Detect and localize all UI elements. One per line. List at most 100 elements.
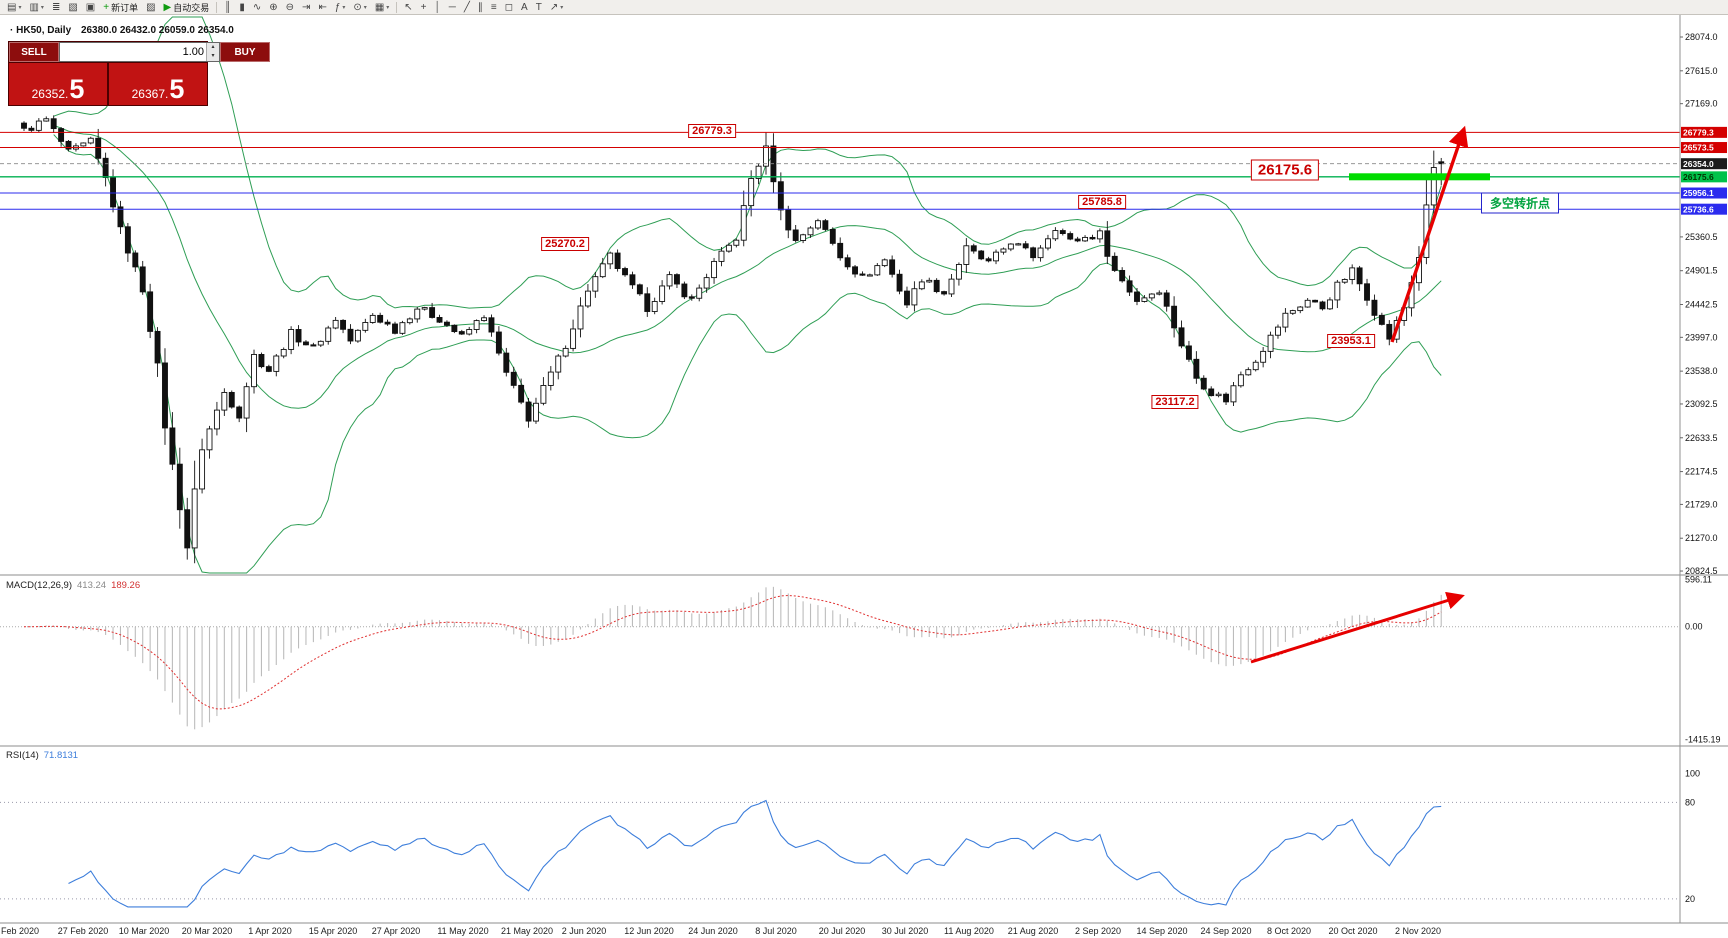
date-label: 15 Apr 2020 xyxy=(309,926,358,936)
auto-trading-label: 自动交易 xyxy=(173,2,210,13)
navigator-button[interactable]: ▧ xyxy=(64,0,81,15)
chart-canvas[interactable]: 28074.0 27615.0 27169.0 25360.5 24901.5 24442… xyxy=(0,15,1728,938)
chart-title-marker: · xyxy=(10,25,14,36)
axis-price-label-box xyxy=(1681,126,1727,138)
date-label: 12 Jun 2020 xyxy=(624,926,674,936)
axis-price-label: 26175.6 xyxy=(1683,172,1714,182)
trendline-button[interactable]: ╱ xyxy=(460,0,474,15)
volume-spinner: ▴ ▾ xyxy=(206,43,219,61)
sell-price[interactable]: 26352 . 5 xyxy=(9,63,107,105)
text-icon: A xyxy=(521,1,528,13)
equidistant-channel-button[interactable]: ∥ xyxy=(474,0,487,15)
line-chart-type-button[interactable]: ∿ xyxy=(249,0,265,15)
bollinger-upper-band[interactable] xyxy=(53,16,1442,309)
fibonacci-icon: ≡ xyxy=(490,1,497,13)
indicators-caret-icon: ▾ xyxy=(342,4,346,11)
toolbar-separator xyxy=(216,1,218,13)
trendline-icon: ╱ xyxy=(463,1,470,13)
auto-trading-button[interactable]: ▶ 自动交易 xyxy=(160,0,214,15)
shapes-button[interactable]: ◻ xyxy=(501,0,517,15)
templates-button[interactable]: ▦ ▾ xyxy=(371,0,393,15)
buy-price-big: 5 xyxy=(169,74,185,104)
profiles-button[interactable]: ▥ ▾ xyxy=(25,0,47,15)
chart-shift-button[interactable]: ⇤ xyxy=(314,0,330,15)
volume-down-button[interactable]: ▾ xyxy=(207,52,219,61)
metaeditor-icon: ▨ xyxy=(146,1,156,13)
price-axis-tick: 28074.0 xyxy=(1685,32,1718,42)
market-watch-button[interactable]: ≣ xyxy=(48,0,64,15)
date-label: 11 Aug 2020 xyxy=(944,926,994,936)
date-label: 30 Jul 2020 xyxy=(882,926,929,936)
price-callout-23117-2[interactable]: 23117.2 xyxy=(1151,395,1199,409)
date-label: 8 Jul 2020 xyxy=(755,926,797,936)
date-label: 2 Sep 2020 xyxy=(1075,926,1121,936)
arrows-tool-caret-icon: ▾ xyxy=(560,4,564,11)
date-label: 2 Nov 2020 xyxy=(1395,926,1441,936)
chart-ohlc: 26380.0 26432.0 26059.0 26354.0 xyxy=(80,25,234,36)
axis-price-label-box xyxy=(1681,203,1727,215)
zoom-in-button[interactable]: ⊕ xyxy=(265,0,281,15)
price-axis-tick: 21729.0 xyxy=(1685,499,1718,509)
rsi-axis-tick: 20 xyxy=(1685,894,1695,904)
crosshair-button[interactable]: + xyxy=(417,0,431,15)
horizontal-line-button[interactable]: ─ xyxy=(445,0,460,15)
buy-price[interactable]: 26367 . 5 xyxy=(109,63,207,105)
cursor-button[interactable]: ↖ xyxy=(400,0,416,15)
axis-price-label-box xyxy=(1681,142,1727,154)
rsi-axis-tick: 100 xyxy=(1685,768,1700,778)
candles-chart-type-button[interactable]: ▮ xyxy=(235,0,249,15)
axis-price-label-box xyxy=(1681,171,1727,183)
date-label: 20 Mar 2020 xyxy=(182,926,233,936)
price-callout-26779-3[interactable]: 26779.3 xyxy=(688,124,736,138)
zoom-out-button[interactable]: ⊖ xyxy=(282,0,298,15)
price-callout-25270-2[interactable]: 25270.2 xyxy=(541,237,589,251)
volume-field-wrap: ▴ ▾ xyxy=(59,42,220,62)
rsi-line xyxy=(68,799,1442,908)
periods-caret-icon: ▾ xyxy=(363,4,367,11)
volume-up-button[interactable]: ▴ xyxy=(207,43,219,52)
date-label: 14 Sep 2020 xyxy=(1136,926,1187,936)
indicators-button[interactable]: ƒ ▾ xyxy=(331,0,350,15)
price-axis-tick: 24442.5 xyxy=(1685,300,1718,310)
price-axis-tick: 24901.5 xyxy=(1685,266,1718,276)
metaeditor-button[interactable]: ▨ xyxy=(142,0,159,15)
price-callout-26175-6[interactable]: 26175.6 xyxy=(1250,159,1320,181)
price-callout-25785-8[interactable]: 25785.8 xyxy=(1078,195,1126,209)
text-label-button[interactable]: T xyxy=(532,0,546,15)
date-axis: Feb 2020 27 Feb 2020 10 Mar 2020 20 Mar 202… xyxy=(1,926,1441,936)
equidistant-channel-icon: ∥ xyxy=(477,1,483,13)
new-chart-button[interactable]: ▤ ▾ xyxy=(3,0,25,15)
fibonacci-button[interactable]: ≡ xyxy=(487,0,501,15)
trend-arrow-macd[interactable] xyxy=(1250,591,1465,664)
templates-icon: ▦ xyxy=(374,1,385,13)
text-label-icon: T xyxy=(535,1,542,13)
arrows-tool-button[interactable]: ↗ ▾ xyxy=(546,0,567,15)
chart-shift-icon: ⇤ xyxy=(318,1,327,13)
terminal-button[interactable]: ▣ xyxy=(82,0,99,15)
price-callout-23953-1[interactable]: 23953.1 xyxy=(1327,334,1375,348)
rsi-indicator-label: RSI(14) 71.8131 xyxy=(6,750,79,761)
date-label: Feb 2020 xyxy=(1,926,39,936)
date-label: 20 Oct 2020 xyxy=(1328,926,1377,936)
price-axis-tick: 27615.0 xyxy=(1685,66,1718,76)
sell-price-sep: . xyxy=(65,87,69,101)
date-label: 27 Apr 2020 xyxy=(372,926,421,936)
green-support-segment[interactable] xyxy=(1349,173,1490,181)
text-button[interactable]: A xyxy=(517,0,532,15)
price-axis-tick: 23092.5 xyxy=(1685,399,1718,409)
sell-button[interactable]: SELL xyxy=(9,42,59,62)
volume-input[interactable] xyxy=(60,43,206,61)
bollinger-lower-band[interactable] xyxy=(53,134,1442,574)
trend-arrow-main[interactable] xyxy=(1390,125,1469,343)
annotation-note[interactable]: 多空转折点 xyxy=(1480,192,1560,214)
new-order-button[interactable]: + 新订单 xyxy=(99,0,142,15)
bars-chart-type-button[interactable]: ║ xyxy=(220,0,235,15)
buy-button[interactable]: BUY xyxy=(220,42,270,62)
vertical-line-button[interactable]: │ xyxy=(431,0,445,15)
profiles-caret-icon: ▾ xyxy=(40,4,44,11)
date-label: 8 Oct 2020 xyxy=(1267,926,1311,936)
periods-button[interactable]: ⊙ ▾ xyxy=(349,0,370,15)
auto-scroll-button[interactable]: ⇥ xyxy=(298,0,314,15)
price-axis: 28074.0 27615.0 27169.0 25360.5 24901.5 24442… xyxy=(1680,32,1727,904)
bollinger-middle-band[interactable] xyxy=(53,124,1442,409)
